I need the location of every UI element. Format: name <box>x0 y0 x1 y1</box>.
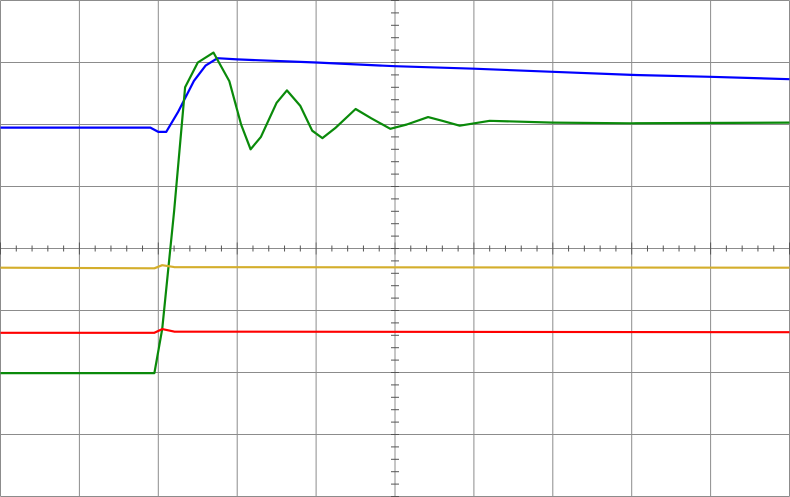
trace <box>0 51 790 375</box>
trace <box>0 328 790 334</box>
trace <box>0 264 790 270</box>
trace <box>0 57 790 133</box>
